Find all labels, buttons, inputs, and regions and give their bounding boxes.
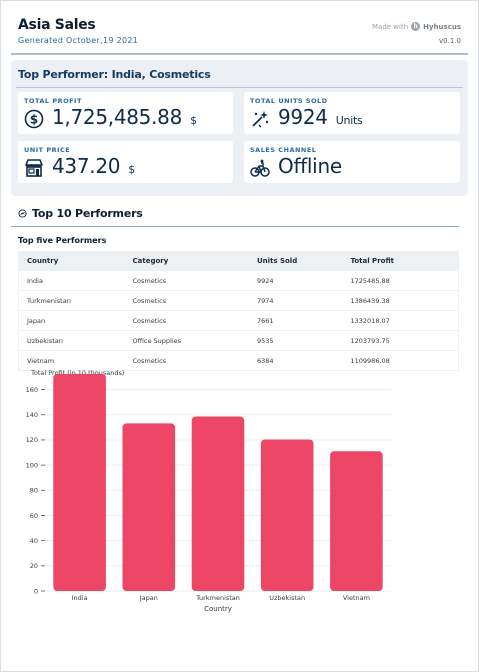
made-with-label: Made with <box>371 22 409 31</box>
cell-category: Cosmetics <box>132 296 167 305</box>
total-profit-number: 1,725,485.88 <box>52 105 182 129</box>
total-units-unit: Units <box>335 114 363 127</box>
y-tick-label: 100 <box>26 461 38 469</box>
cell-country: Uzbekistan <box>27 336 63 345</box>
sales-channel-card: SALES CHANNEL Offline <box>244 141 460 183</box>
table-header-row: Country Category Units Sold Total Profit <box>19 252 458 270</box>
column-header-category[interactable]: Category <box>132 257 169 265</box>
y-tick-label: 60 <box>30 512 38 520</box>
bicycle-icon <box>250 159 270 177</box>
total-profit-value: 1,725,485.88 $ <box>52 105 197 129</box>
version-label: v0.1.0 <box>439 37 461 45</box>
circle-chart-icon <box>18 209 27 218</box>
cell-country: India <box>27 276 43 285</box>
cell-category: Cosmetics <box>132 316 167 325</box>
y-tick-label: 40 <box>30 537 38 545</box>
cell-country: Turkmenistan <box>27 296 71 305</box>
sales-channel-value: Offline <box>278 154 342 178</box>
top10-title: Top 10 Performers <box>32 207 143 220</box>
panel-divider <box>16 87 463 88</box>
total-profit-card: TOTAL PROFIT $ 1,725,485.88 $ <box>18 92 233 134</box>
bar-japan <box>122 423 176 591</box>
y-tick-label: 120 <box>26 436 38 444</box>
total-units-number: 9924 <box>278 105 328 129</box>
dollar-coin-icon: $ <box>24 109 44 129</box>
top-five-table: Country Category Units Sold Total Profit… <box>18 251 459 371</box>
x-axis-label: Country <box>204 605 232 613</box>
cell-total-profit: 1332018.07 <box>350 316 390 325</box>
unit-price-card: UNIT PRICE 437.20 $ <box>18 141 233 183</box>
table-row: Vietnam Cosmetics 6384 1109986.08 <box>19 350 458 370</box>
cell-units-sold: 7974 <box>256 296 274 305</box>
storefront-icon <box>25 159 43 177</box>
bar-turkmenistan <box>191 416 245 591</box>
total-profit-label: TOTAL PROFIT <box>24 97 82 105</box>
unit-price-label: UNIT PRICE <box>24 146 71 154</box>
unit-price-number: 437.20 <box>52 154 121 178</box>
y-tick-label: 20 <box>30 562 38 570</box>
cell-country: Japan <box>27 316 46 325</box>
unit-price-unit: $ <box>128 163 135 176</box>
x-tick-label: India <box>72 594 88 602</box>
unit-price-value: 437.20 $ <box>52 154 135 178</box>
total-units-card: TOTAL UNITS SOLD 9924 Units <box>244 92 460 134</box>
cell-country: Vietnam <box>27 356 55 365</box>
table-title: Top five Performers <box>18 236 107 245</box>
sparkle-magic-icon <box>252 111 269 128</box>
total-units-label: TOTAL UNITS SOLD <box>250 97 328 105</box>
report-header: Asia Sales Generated October,19 2021 Mad… <box>18 17 461 51</box>
x-tick-label: Turkmenistan <box>195 594 240 602</box>
cell-units-sold: 9535 <box>256 336 274 345</box>
sales-channel-label: SALES CHANNEL <box>250 146 317 154</box>
cell-category: Cosmetics <box>132 356 167 365</box>
table-row: Uzbekistan Office Supplies 9535 1203793.… <box>19 330 458 350</box>
y-tick-label: 140 <box>26 411 38 419</box>
top-performer-title: Top Performer: India, Cosmetics <box>18 68 211 81</box>
y-tick-label: 160 <box>26 386 38 394</box>
x-tick-label: Uzbekistan <box>269 594 305 602</box>
total-profit-bar-chart: Total Profit (in 10 thousands) 0 20 40 60 80 1… <box>26 369 391 613</box>
section-divider <box>11 226 459 227</box>
cell-category: Office Supplies <box>132 336 182 345</box>
table-row: India Cosmetics 9924 1725485.88 <box>19 270 458 290</box>
y-axis-label: Total Profit (in 10 thousands) <box>30 369 124 377</box>
column-header-total-profit[interactable]: Total Profit <box>350 257 395 265</box>
made-with-credit[interactable]: Made with h Hyhuscus <box>372 22 461 31</box>
x-tick-label: Vietnam <box>343 594 370 602</box>
brand-logo-icon: h <box>411 22 421 31</box>
svg-text:$: $ <box>30 113 38 127</box>
column-header-units-sold[interactable]: Units Sold <box>256 257 298 265</box>
bar-india <box>53 373 106 591</box>
total-units-value: 9924 Units <box>278 105 363 129</box>
bar-uzbekistan <box>260 439 314 591</box>
cell-total-profit: 1725485.88 <box>350 276 390 285</box>
cell-units-sold: 9924 <box>256 276 274 285</box>
cell-total-profit: 1203793.75 <box>350 336 390 345</box>
table-row: Turkmenistan Cosmetics 7974 1386439.38 <box>19 290 458 310</box>
top-performer-panel: Top Performer: India, Cosmetics TOTAL PR… <box>11 60 468 196</box>
cell-units-sold: 7661 <box>256 316 274 325</box>
page-title: Asia Sales <box>18 17 96 33</box>
x-tick-label: Japan <box>139 594 158 602</box>
cell-total-profit: 1386439.38 <box>350 296 390 305</box>
y-tick-label: 0 <box>34 587 38 595</box>
cell-total-profit: 1109986.08 <box>350 356 390 365</box>
table-row: Japan Cosmetics 7661 1332018.07 <box>19 310 458 330</box>
cell-units-sold: 6384 <box>256 356 274 365</box>
cell-category: Cosmetics <box>132 276 167 285</box>
total-profit-unit: $ <box>190 114 197 127</box>
header-divider <box>11 53 468 55</box>
brand-name: Hyhuscus <box>423 22 461 31</box>
top10-header: Top 10 Performers <box>18 207 143 220</box>
y-tick-label: 80 <box>30 487 38 495</box>
bar-vietnam <box>330 451 383 591</box>
generated-date: Generated October,19 2021 <box>18 36 139 45</box>
column-header-country[interactable]: Country <box>27 257 59 265</box>
